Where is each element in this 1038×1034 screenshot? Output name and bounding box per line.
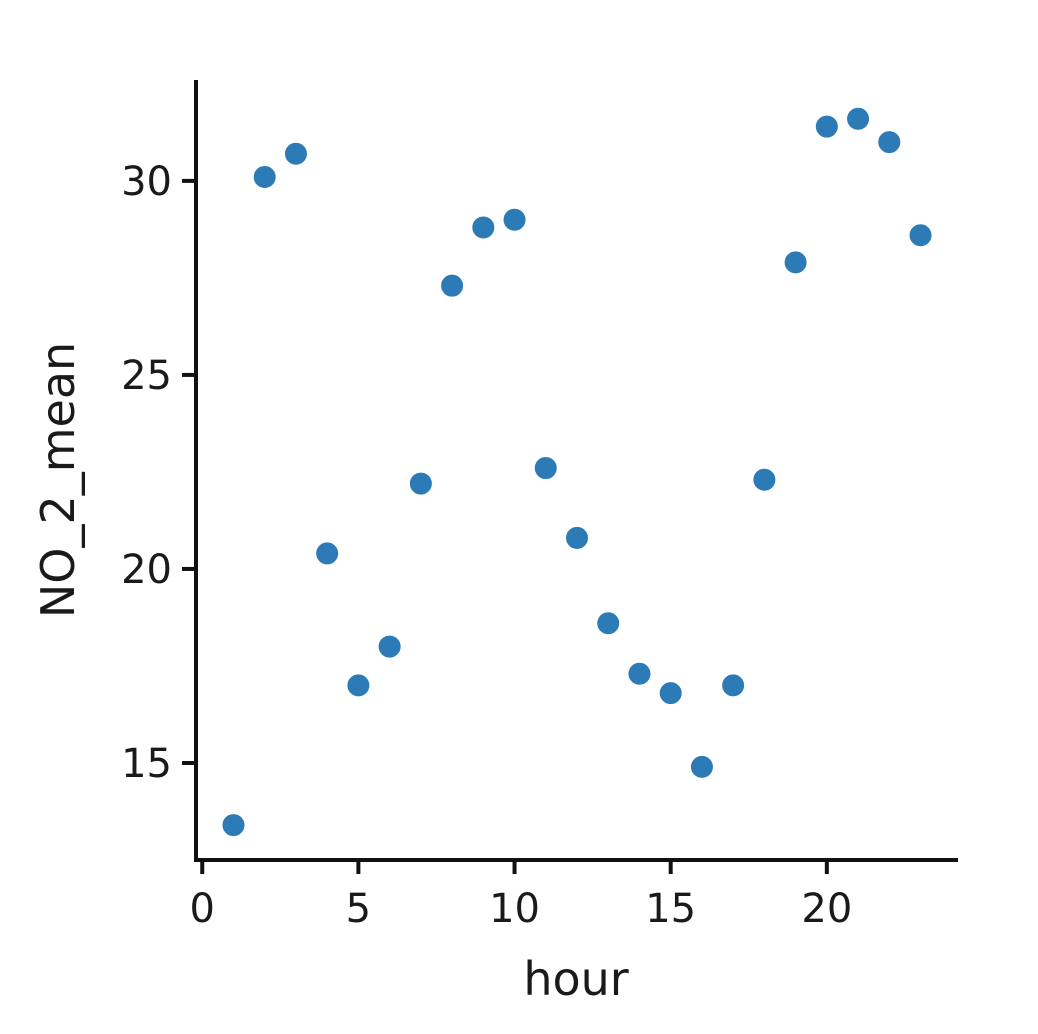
- data-point: [532, 455, 559, 482]
- data-point: [439, 272, 466, 299]
- data-point: [657, 680, 684, 707]
- data-point: [376, 633, 403, 660]
- x-axis-ticks: 0 5 10 15 20: [190, 860, 852, 932]
- y-tick-label: 30: [121, 159, 172, 205]
- data-point: [626, 660, 653, 687]
- x-tick-label: 20: [801, 886, 852, 932]
- data-point: [782, 249, 809, 276]
- y-tick-label: 25: [121, 353, 172, 399]
- data-point: [595, 610, 622, 637]
- y-axis-label: NO_2_mean: [31, 342, 85, 618]
- data-point: [345, 672, 372, 699]
- data-point: [688, 753, 715, 780]
- y-tick-label: 20: [121, 547, 172, 593]
- data-point: [282, 140, 309, 167]
- data-point: [251, 164, 278, 191]
- x-tick-label: 10: [489, 886, 540, 932]
- data-point: [314, 540, 341, 567]
- y-axis-ticks: 15 20 25 30: [121, 159, 196, 787]
- data-point: [813, 113, 840, 140]
- x-axis-label: hour: [523, 952, 628, 1006]
- x-tick-label: 0: [190, 886, 215, 932]
- data-point: [876, 129, 903, 156]
- data-point: [220, 812, 247, 839]
- data-point: [751, 466, 778, 493]
- data-point: [845, 105, 872, 132]
- data-point: [907, 222, 934, 249]
- data-point: [407, 470, 434, 497]
- data-point: [720, 672, 747, 699]
- x-tick-label: 15: [645, 886, 696, 932]
- data-point: [564, 524, 590, 551]
- y-tick-label: 15: [121, 741, 172, 787]
- plot-area: [220, 105, 934, 839]
- data-point: [501, 206, 528, 233]
- x-tick-label: 5: [346, 886, 371, 932]
- data-point: [470, 214, 497, 241]
